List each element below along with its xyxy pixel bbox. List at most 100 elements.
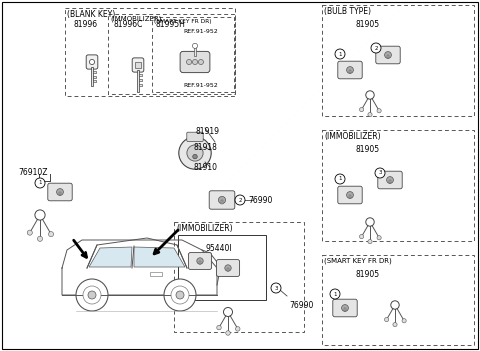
Circle shape bbox=[192, 43, 198, 48]
FancyBboxPatch shape bbox=[187, 132, 203, 141]
Bar bbox=[227, 268, 229, 271]
Circle shape bbox=[235, 195, 245, 205]
Bar bbox=[93, 71, 96, 73]
Bar bbox=[150, 272, 162, 276]
Circle shape bbox=[225, 265, 231, 271]
Bar bbox=[194, 46, 196, 56]
FancyBboxPatch shape bbox=[333, 299, 357, 317]
Bar bbox=[349, 195, 351, 198]
Bar bbox=[344, 308, 346, 311]
Bar bbox=[59, 192, 61, 196]
Text: 1: 1 bbox=[338, 177, 342, 181]
FancyBboxPatch shape bbox=[216, 260, 240, 276]
Circle shape bbox=[35, 178, 45, 188]
Bar bbox=[322, 255, 474, 345]
FancyBboxPatch shape bbox=[86, 55, 98, 69]
Text: 81910: 81910 bbox=[193, 163, 217, 172]
Bar bbox=[387, 55, 389, 58]
Bar bbox=[221, 200, 223, 204]
Text: (BLANK KEY): (BLANK KEY) bbox=[67, 10, 115, 19]
Bar bbox=[108, 14, 235, 94]
Circle shape bbox=[176, 291, 184, 299]
Circle shape bbox=[198, 59, 204, 65]
Text: 81918: 81918 bbox=[193, 143, 217, 152]
Circle shape bbox=[27, 230, 32, 235]
Text: 3: 3 bbox=[378, 171, 382, 176]
Text: 81905: 81905 bbox=[356, 270, 380, 279]
Circle shape bbox=[193, 154, 197, 159]
Circle shape bbox=[375, 168, 385, 178]
Text: 81905: 81905 bbox=[356, 20, 380, 29]
Circle shape bbox=[377, 109, 381, 113]
Bar bbox=[389, 180, 391, 184]
Circle shape bbox=[171, 286, 189, 304]
FancyBboxPatch shape bbox=[378, 171, 402, 189]
Bar bbox=[65, 8, 235, 96]
Bar bbox=[137, 70, 139, 92]
Circle shape bbox=[342, 305, 348, 311]
Circle shape bbox=[347, 192, 353, 198]
Circle shape bbox=[393, 323, 397, 327]
Circle shape bbox=[368, 239, 372, 244]
Bar bbox=[349, 70, 351, 73]
Text: 1: 1 bbox=[333, 291, 337, 297]
Text: (IMMOBILIZER): (IMMOBILIZER) bbox=[176, 224, 233, 233]
Circle shape bbox=[347, 67, 353, 73]
Circle shape bbox=[48, 232, 54, 237]
Bar bbox=[174, 222, 304, 332]
Circle shape bbox=[192, 59, 198, 65]
FancyBboxPatch shape bbox=[209, 191, 235, 209]
Text: 76910Z: 76910Z bbox=[18, 168, 48, 177]
Circle shape bbox=[89, 59, 95, 65]
Text: REF.91-952: REF.91-952 bbox=[183, 29, 218, 34]
Bar bbox=[199, 261, 201, 264]
Text: 81996C: 81996C bbox=[113, 20, 143, 29]
Circle shape bbox=[371, 43, 381, 53]
Circle shape bbox=[57, 188, 63, 196]
FancyBboxPatch shape bbox=[180, 51, 210, 73]
FancyBboxPatch shape bbox=[188, 253, 212, 270]
Text: 3: 3 bbox=[274, 285, 278, 291]
Circle shape bbox=[187, 145, 203, 161]
Circle shape bbox=[402, 319, 406, 323]
Bar bbox=[93, 80, 96, 82]
Circle shape bbox=[384, 52, 391, 58]
Text: (IMMOBILIZER): (IMMOBILIZER) bbox=[110, 15, 161, 22]
Bar bbox=[178, 235, 266, 300]
Text: (BULB TYPE): (BULB TYPE) bbox=[324, 7, 371, 16]
Text: 2: 2 bbox=[238, 198, 242, 203]
Circle shape bbox=[271, 283, 281, 293]
Circle shape bbox=[217, 325, 221, 330]
Circle shape bbox=[88, 291, 96, 299]
Bar bbox=[152, 17, 234, 92]
Bar bbox=[91, 67, 93, 86]
Text: 2: 2 bbox=[374, 46, 378, 51]
Circle shape bbox=[360, 107, 364, 112]
Text: 76990: 76990 bbox=[248, 196, 272, 205]
Circle shape bbox=[164, 279, 196, 311]
FancyBboxPatch shape bbox=[338, 186, 362, 204]
Text: 81996: 81996 bbox=[73, 20, 97, 29]
Text: (SMART KEY FR DR): (SMART KEY FR DR) bbox=[154, 19, 212, 24]
FancyBboxPatch shape bbox=[135, 62, 141, 67]
Bar bbox=[322, 130, 474, 241]
Circle shape bbox=[197, 258, 203, 264]
Circle shape bbox=[335, 49, 345, 59]
Circle shape bbox=[218, 197, 226, 204]
Text: 95440I: 95440I bbox=[205, 244, 232, 253]
Circle shape bbox=[179, 137, 211, 169]
Bar bbox=[93, 75, 96, 78]
Bar bbox=[139, 79, 142, 81]
Circle shape bbox=[384, 317, 389, 322]
Circle shape bbox=[377, 236, 381, 240]
Polygon shape bbox=[89, 247, 132, 267]
Text: 1: 1 bbox=[38, 180, 42, 185]
Text: 76990: 76990 bbox=[289, 301, 313, 310]
Circle shape bbox=[335, 174, 345, 184]
FancyBboxPatch shape bbox=[48, 183, 72, 201]
Text: (IMMOBILIZER): (IMMOBILIZER) bbox=[324, 132, 381, 141]
Circle shape bbox=[360, 234, 364, 239]
Circle shape bbox=[187, 59, 192, 65]
Circle shape bbox=[368, 113, 372, 117]
Text: 81919: 81919 bbox=[196, 127, 220, 136]
